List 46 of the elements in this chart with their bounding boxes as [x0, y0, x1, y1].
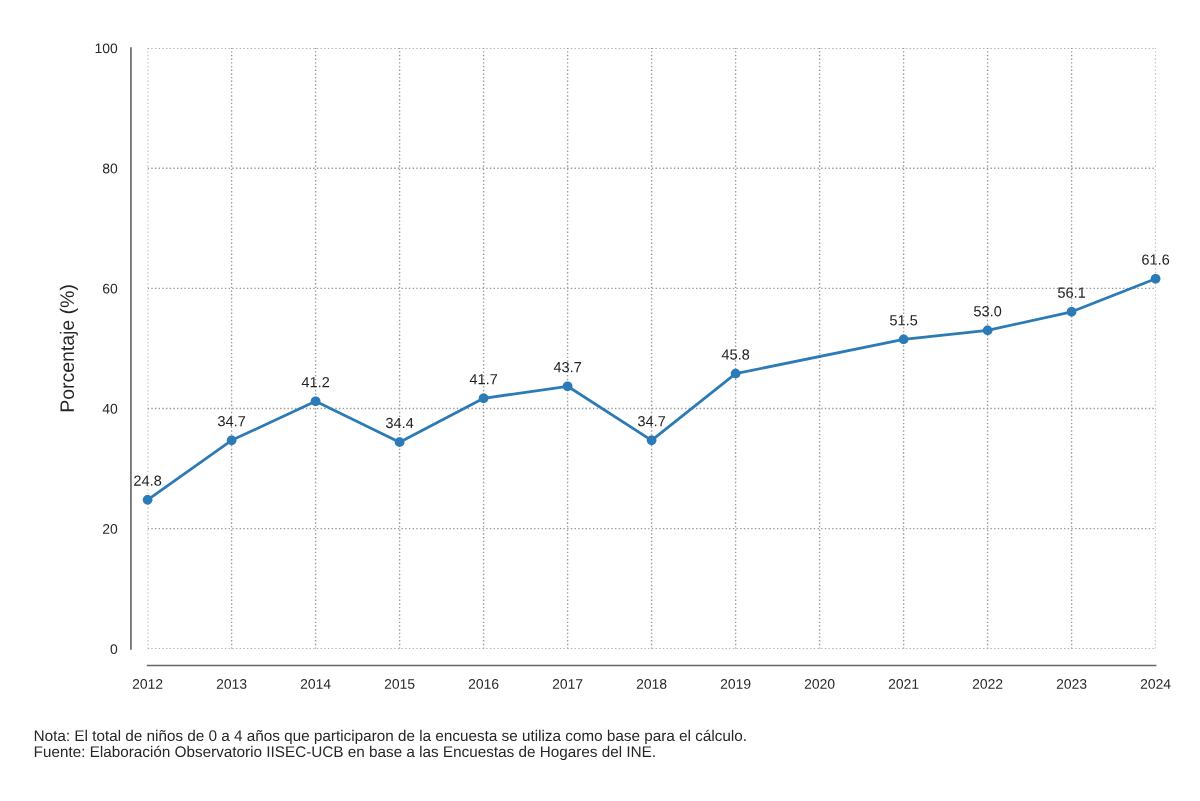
- text: 53.0: [973, 306, 1002, 317]
- x-tick-label: 2021: [888, 679, 919, 689]
- x-tick-label: 2017: [552, 679, 583, 689]
- text: 34.4: [385, 417, 414, 429]
- x-tick-label: 2023: [1056, 679, 1087, 689]
- text: 51.5: [889, 315, 918, 326]
- x-tick-label: 2012: [132, 679, 163, 689]
- x-tick-label: 2019: [720, 679, 751, 689]
- x-tick-label: 2024: [1140, 679, 1171, 689]
- text: 24.8: [134, 475, 162, 486]
- x-tick-label: 2016: [468, 679, 499, 689]
- point: [1066, 306, 1077, 317]
- point: [226, 435, 237, 446]
- point: [478, 393, 489, 404]
- point: [310, 396, 321, 407]
- text: 45.8: [721, 349, 750, 360]
- x-tick-label: 2014: [300, 679, 331, 689]
- y-tick-label: 0: [110, 644, 118, 654]
- y-axis-title: Porcentaje (%): [59, 285, 78, 412]
- point: [394, 437, 405, 448]
- y-tick-label: 20: [102, 523, 118, 534]
- y-tick-label: 60: [103, 283, 118, 294]
- point: [982, 325, 993, 336]
- x-tick-label: 2022: [972, 679, 1003, 689]
- text: Nota: El total de niños de 0 a 4 años que participaron de la encuesta se utiliza como base para el cálculo.: [34, 729, 746, 745]
- text: 56.1: [1057, 287, 1086, 298]
- point: [730, 368, 741, 379]
- y-tick-label: 80: [102, 163, 118, 174]
- text: 61.6: [1142, 254, 1170, 265]
- text: 41.2: [301, 376, 330, 388]
- x-tick-label: 2018: [636, 679, 667, 689]
- text: 34.7: [217, 416, 246, 427]
- y-tick-label: 40: [102, 403, 118, 414]
- text: 43.7: [553, 361, 582, 373]
- x-tick-label: 2013: [216, 679, 247, 689]
- point: [898, 334, 909, 345]
- x-tick-label: 2015: [384, 679, 415, 689]
- point: [142, 494, 153, 505]
- text: 41.7: [469, 374, 498, 385]
- source-note: Fuente: Elaboración Observatorio IISEC-UCB en base a las Encuestas de Hogares del INE.: [34, 745, 655, 761]
- point: [646, 435, 657, 446]
- text: 34.7: [637, 416, 666, 427]
- point: [562, 381, 573, 392]
- point: [1150, 273, 1161, 284]
- x-tick-label: 2020: [804, 679, 835, 689]
- y-tick-label: 100: [95, 43, 118, 54]
